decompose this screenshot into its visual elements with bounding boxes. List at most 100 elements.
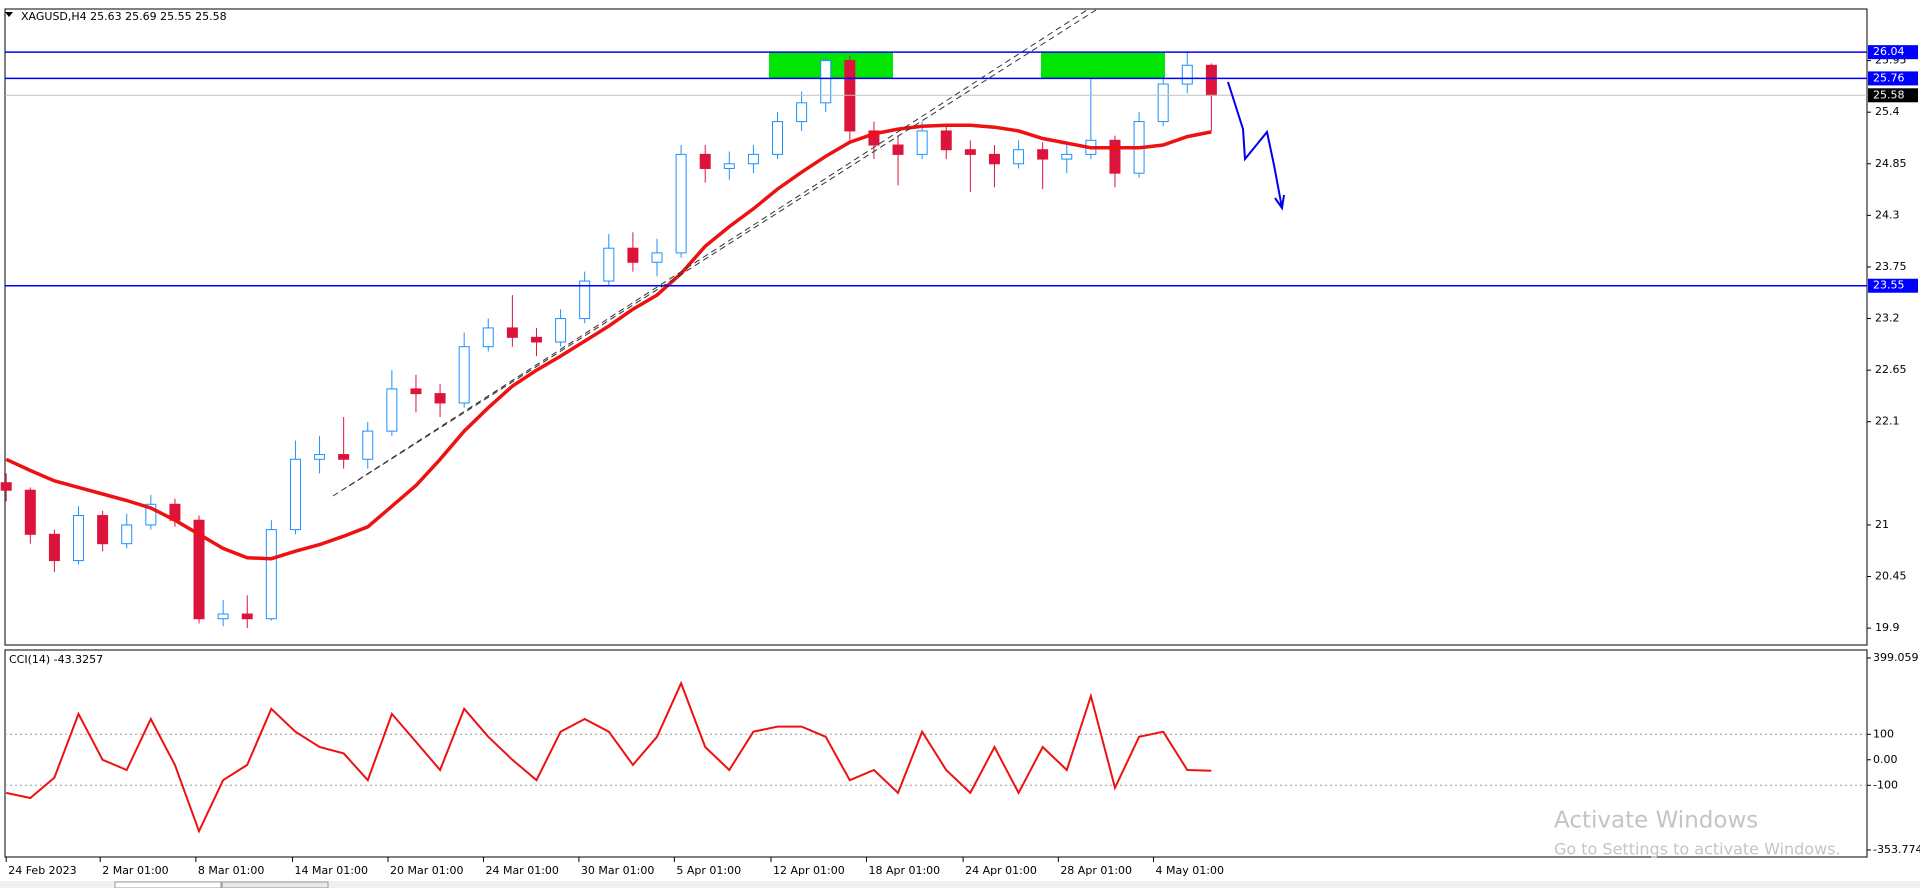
candle-body: [1157, 83, 1169, 123]
collapse-icon[interactable]: [5, 12, 13, 17]
candle-body: [579, 280, 591, 320]
y-tick-label: 399.059: [1873, 651, 1919, 664]
cci-title: CCI(14) -43.3257: [9, 653, 103, 666]
candle-body: [48, 533, 60, 562]
y-tick-label: 20.45: [1875, 570, 1907, 583]
candle-body: [241, 613, 253, 620]
x-tick-label: 24 Apr 01:00: [965, 864, 1037, 877]
main-panel: [4, 8, 1868, 646]
level-label-box: [1868, 45, 1918, 60]
candle-body: [24, 489, 36, 535]
candle-body: [193, 519, 205, 620]
candle-body: [530, 336, 542, 343]
level-label: 23.55: [1873, 279, 1905, 292]
candle-body: [458, 346, 470, 404]
candle-body: [145, 503, 157, 526]
x-tick-label: 14 Mar 01:00: [295, 864, 368, 877]
cci-line: [5, 680, 1212, 834]
watermark: Go to Settings to activate Windows.: [1554, 840, 1841, 859]
candle-body: [338, 454, 350, 460]
candle-body: [482, 327, 494, 348]
candle-body: [97, 515, 109, 545]
candle-body: [1109, 139, 1121, 174]
level-label-box: [1868, 71, 1918, 86]
x-tick-label: 12 Apr 01:00: [773, 864, 845, 877]
y-tick-label: -100: [1873, 778, 1898, 791]
candle-body: [651, 252, 663, 263]
y-tick-label: 23.75: [1875, 260, 1907, 273]
candle-body: [1061, 153, 1073, 160]
y-tick-label: -353.774: [1873, 843, 1920, 856]
candle-body: [434, 393, 446, 404]
candle-body: [289, 458, 301, 531]
candle-body: [772, 121, 784, 155]
candle-body: [1205, 64, 1217, 96]
candle-body: [0, 482, 12, 491]
y-tick-label: 0.00: [1873, 753, 1898, 766]
y-tick-label: 23.2: [1875, 312, 1900, 325]
candle-body: [265, 529, 277, 620]
price-label-box: [1868, 88, 1918, 103]
candle-body: [916, 130, 928, 155]
candle-body: [506, 327, 518, 338]
level-label-box: [1868, 278, 1918, 293]
y-tick-label: 21: [1875, 518, 1889, 531]
candle-body: [386, 388, 398, 432]
x-tick-label: 24 Mar 01:00: [485, 864, 558, 877]
cci-panel: [4, 649, 1868, 858]
candle-body: [988, 153, 1000, 165]
tab[interactable]: [114, 881, 222, 888]
y-tick-label: 22.65: [1875, 363, 1907, 376]
candle-body: [747, 153, 759, 165]
candle-body: [1181, 64, 1193, 85]
x-tick-label: 28 Apr 01:00: [1060, 864, 1132, 877]
x-tick-label: 2 Mar 01:00: [102, 864, 168, 877]
x-tick-label: 5 Apr 01:00: [676, 864, 741, 877]
watermark: Activate Windows: [1554, 808, 1758, 834]
candle-body: [121, 524, 133, 545]
candle-body: [699, 153, 711, 169]
x-tick-label: 24 Feb 2023: [8, 864, 76, 877]
y-tick-label: 19.9: [1875, 621, 1900, 634]
candle-body: [892, 144, 904, 155]
price-label: 25.58: [1873, 88, 1905, 101]
x-tick-label: 20 Mar 01:00: [390, 864, 463, 877]
tab[interactable]: [221, 881, 329, 888]
candle-body: [627, 247, 639, 263]
candle-body: [940, 130, 952, 151]
tab-bar: [0, 881, 1920, 888]
x-tick-label: 30 Mar 01:00: [581, 864, 654, 877]
candle-body: [555, 318, 567, 343]
candle-body: [868, 130, 880, 146]
candle-body: [1013, 149, 1025, 165]
candle-body: [73, 515, 85, 562]
y-tick-label: 22.1: [1875, 415, 1900, 428]
y-tick-label: 25.4: [1875, 105, 1900, 118]
level-label: 25.76: [1873, 71, 1905, 84]
x-tick-label: 18 Apr 01:00: [868, 864, 940, 877]
y-tick-label: 100: [1873, 727, 1894, 740]
candle-body: [362, 430, 374, 460]
y-tick-label: 24.85: [1875, 157, 1907, 170]
chart-title: XAGUSD,H4 25.63 25.69 25.55 25.58: [21, 10, 227, 23]
trend-line: [348, 9, 1097, 487]
y-tick-label: 24.3: [1875, 208, 1900, 221]
drawn-arrow: [1227, 81, 1285, 211]
candle-body: [314, 454, 326, 460]
level-label: 26.04: [1873, 45, 1905, 58]
candle-body: [820, 60, 832, 104]
candle-body: [217, 613, 229, 620]
candle-body: [723, 163, 735, 169]
x-tick-label: 8 Mar 01:00: [198, 864, 264, 877]
candle-body: [964, 149, 976, 155]
x-tick-label: 4 May 01:00: [1156, 864, 1224, 877]
candle-body: [796, 102, 808, 123]
candle-body: [1037, 149, 1049, 160]
candle-body: [675, 153, 687, 254]
zone: [1041, 52, 1165, 79]
candle-body: [603, 247, 615, 282]
candle-body: [410, 388, 422, 395]
moving-average: [5, 123, 1212, 561]
